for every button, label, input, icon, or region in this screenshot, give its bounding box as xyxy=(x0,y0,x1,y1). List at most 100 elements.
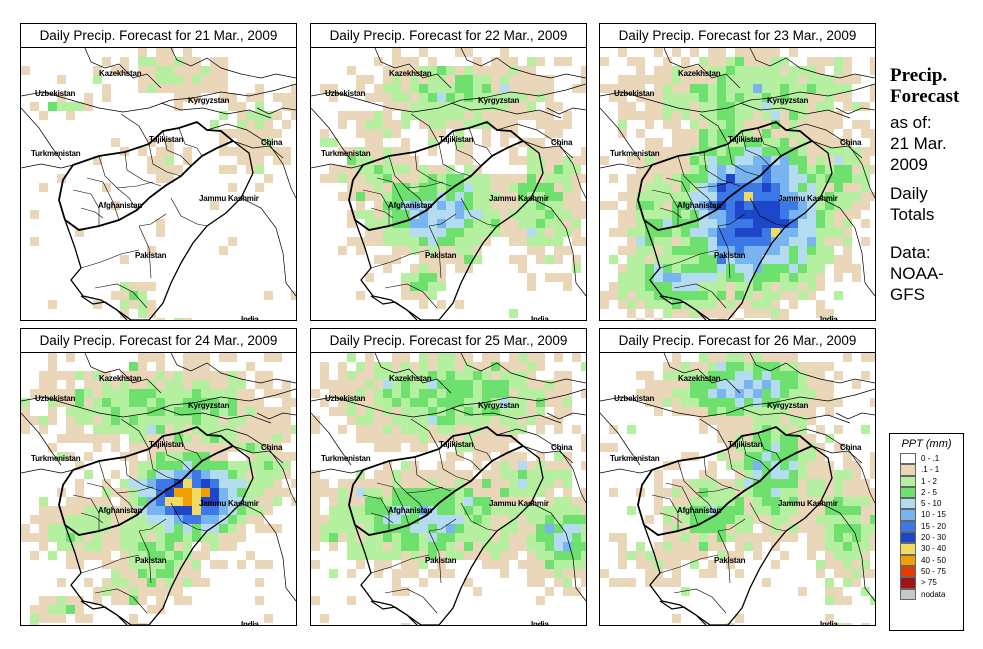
precip-cell xyxy=(780,192,789,201)
precip-cell xyxy=(374,515,383,524)
province-line xyxy=(428,225,442,279)
precip-cell xyxy=(84,551,93,560)
precip-cell xyxy=(210,533,219,542)
precip-cell xyxy=(672,551,681,560)
precip-cell xyxy=(383,165,392,174)
precip-cell xyxy=(780,524,789,533)
precip-cell xyxy=(843,75,852,84)
precip-cell xyxy=(347,380,356,389)
precip-cell xyxy=(762,102,771,111)
precip-cell xyxy=(645,264,654,273)
precip-cell xyxy=(735,497,744,506)
precip-cell xyxy=(174,102,183,111)
precip-cell xyxy=(618,93,627,102)
precip-cell xyxy=(771,264,780,273)
precip-cell xyxy=(138,524,147,533)
precip-cell xyxy=(699,120,708,129)
precip-cell xyxy=(383,470,392,479)
precip-cell xyxy=(255,461,264,470)
precip-cell xyxy=(455,264,464,273)
precip-cell xyxy=(527,75,536,84)
map-label-jammu: Jammu Kashmir xyxy=(199,194,259,203)
precip-cell xyxy=(365,120,374,129)
precip-cell xyxy=(93,300,102,309)
precip-cell xyxy=(102,380,111,389)
precip-cell xyxy=(789,111,798,120)
precip-cell xyxy=(789,497,798,506)
precip-cell xyxy=(780,353,789,362)
precip-cell xyxy=(482,84,491,93)
precip-cell xyxy=(374,560,383,569)
precip-cell xyxy=(744,524,753,533)
forecast-panel-26-mar: Daily Precip. Forecast for 26 Mar., 2009… xyxy=(599,328,876,626)
precip-cell xyxy=(509,219,518,228)
precip-cell xyxy=(654,380,663,389)
map-label-jammu: Jammu Kashmir xyxy=(778,194,838,203)
precip-cell xyxy=(165,515,174,524)
precip-cell xyxy=(410,282,419,291)
precip-cell xyxy=(581,75,586,84)
precip-cell xyxy=(473,524,482,533)
precip-cell xyxy=(273,479,282,488)
precip-cell xyxy=(545,515,554,524)
precip-cell xyxy=(464,470,473,479)
precip-cell xyxy=(672,515,681,524)
precip-cell xyxy=(825,506,834,515)
precip-cell xyxy=(66,560,75,569)
precip-cell xyxy=(545,192,554,201)
data-line: GFS xyxy=(890,285,925,304)
precip-cell xyxy=(717,192,726,201)
precip-cell xyxy=(500,219,509,228)
legend-swatch xyxy=(900,498,916,510)
precip-cell xyxy=(147,542,156,551)
precip-cell xyxy=(365,389,374,398)
precip-cell xyxy=(482,542,491,551)
precip-cell xyxy=(798,587,807,596)
precip-cell xyxy=(771,84,780,93)
precip-cell xyxy=(753,165,762,174)
precip-cell xyxy=(347,533,356,542)
precip-cell xyxy=(156,362,165,371)
precip-cell xyxy=(273,416,282,425)
precip-cell xyxy=(735,246,744,255)
precip-map: Kazekhstan Uzbekistan Kyrgyzstan Tajikistan… xyxy=(21,353,296,625)
precip-cell xyxy=(138,587,147,596)
precip-cell xyxy=(735,551,744,560)
precip-cell xyxy=(374,201,383,210)
precip-cell xyxy=(473,416,482,425)
precip-cell xyxy=(75,407,84,416)
precip-cell xyxy=(102,533,111,542)
precip-cell xyxy=(654,147,663,156)
precip-cell xyxy=(509,407,518,416)
precip-cell xyxy=(365,147,374,156)
precip-cell xyxy=(419,353,428,362)
precip-cell xyxy=(690,147,699,156)
precip-cell xyxy=(771,102,780,111)
precip-cell xyxy=(554,407,563,416)
precip-cell xyxy=(744,174,753,183)
precip-cell xyxy=(264,470,273,479)
precip-cell xyxy=(464,362,473,371)
precip-cell xyxy=(401,470,410,479)
precip-cell xyxy=(834,138,843,147)
precip-cell xyxy=(138,596,147,605)
precip-cell xyxy=(446,246,455,255)
precip-cell xyxy=(825,120,834,129)
precip-cell xyxy=(672,75,681,84)
precip-cell xyxy=(428,515,437,524)
precip-cell xyxy=(816,533,825,542)
precip-cell xyxy=(789,488,798,497)
precip-cell xyxy=(554,389,563,398)
precip-cell xyxy=(572,587,581,596)
precip-cell xyxy=(419,210,428,219)
precip-cell xyxy=(228,506,237,515)
precip-cell xyxy=(699,237,708,246)
precip-cell xyxy=(518,93,527,102)
precip-cell xyxy=(690,120,699,129)
precip-cell xyxy=(491,84,500,93)
precip-cell xyxy=(771,515,780,524)
precip-cell xyxy=(356,362,365,371)
precip-cell xyxy=(780,282,789,291)
precip-cell xyxy=(228,533,237,542)
precip-cell xyxy=(111,578,120,587)
